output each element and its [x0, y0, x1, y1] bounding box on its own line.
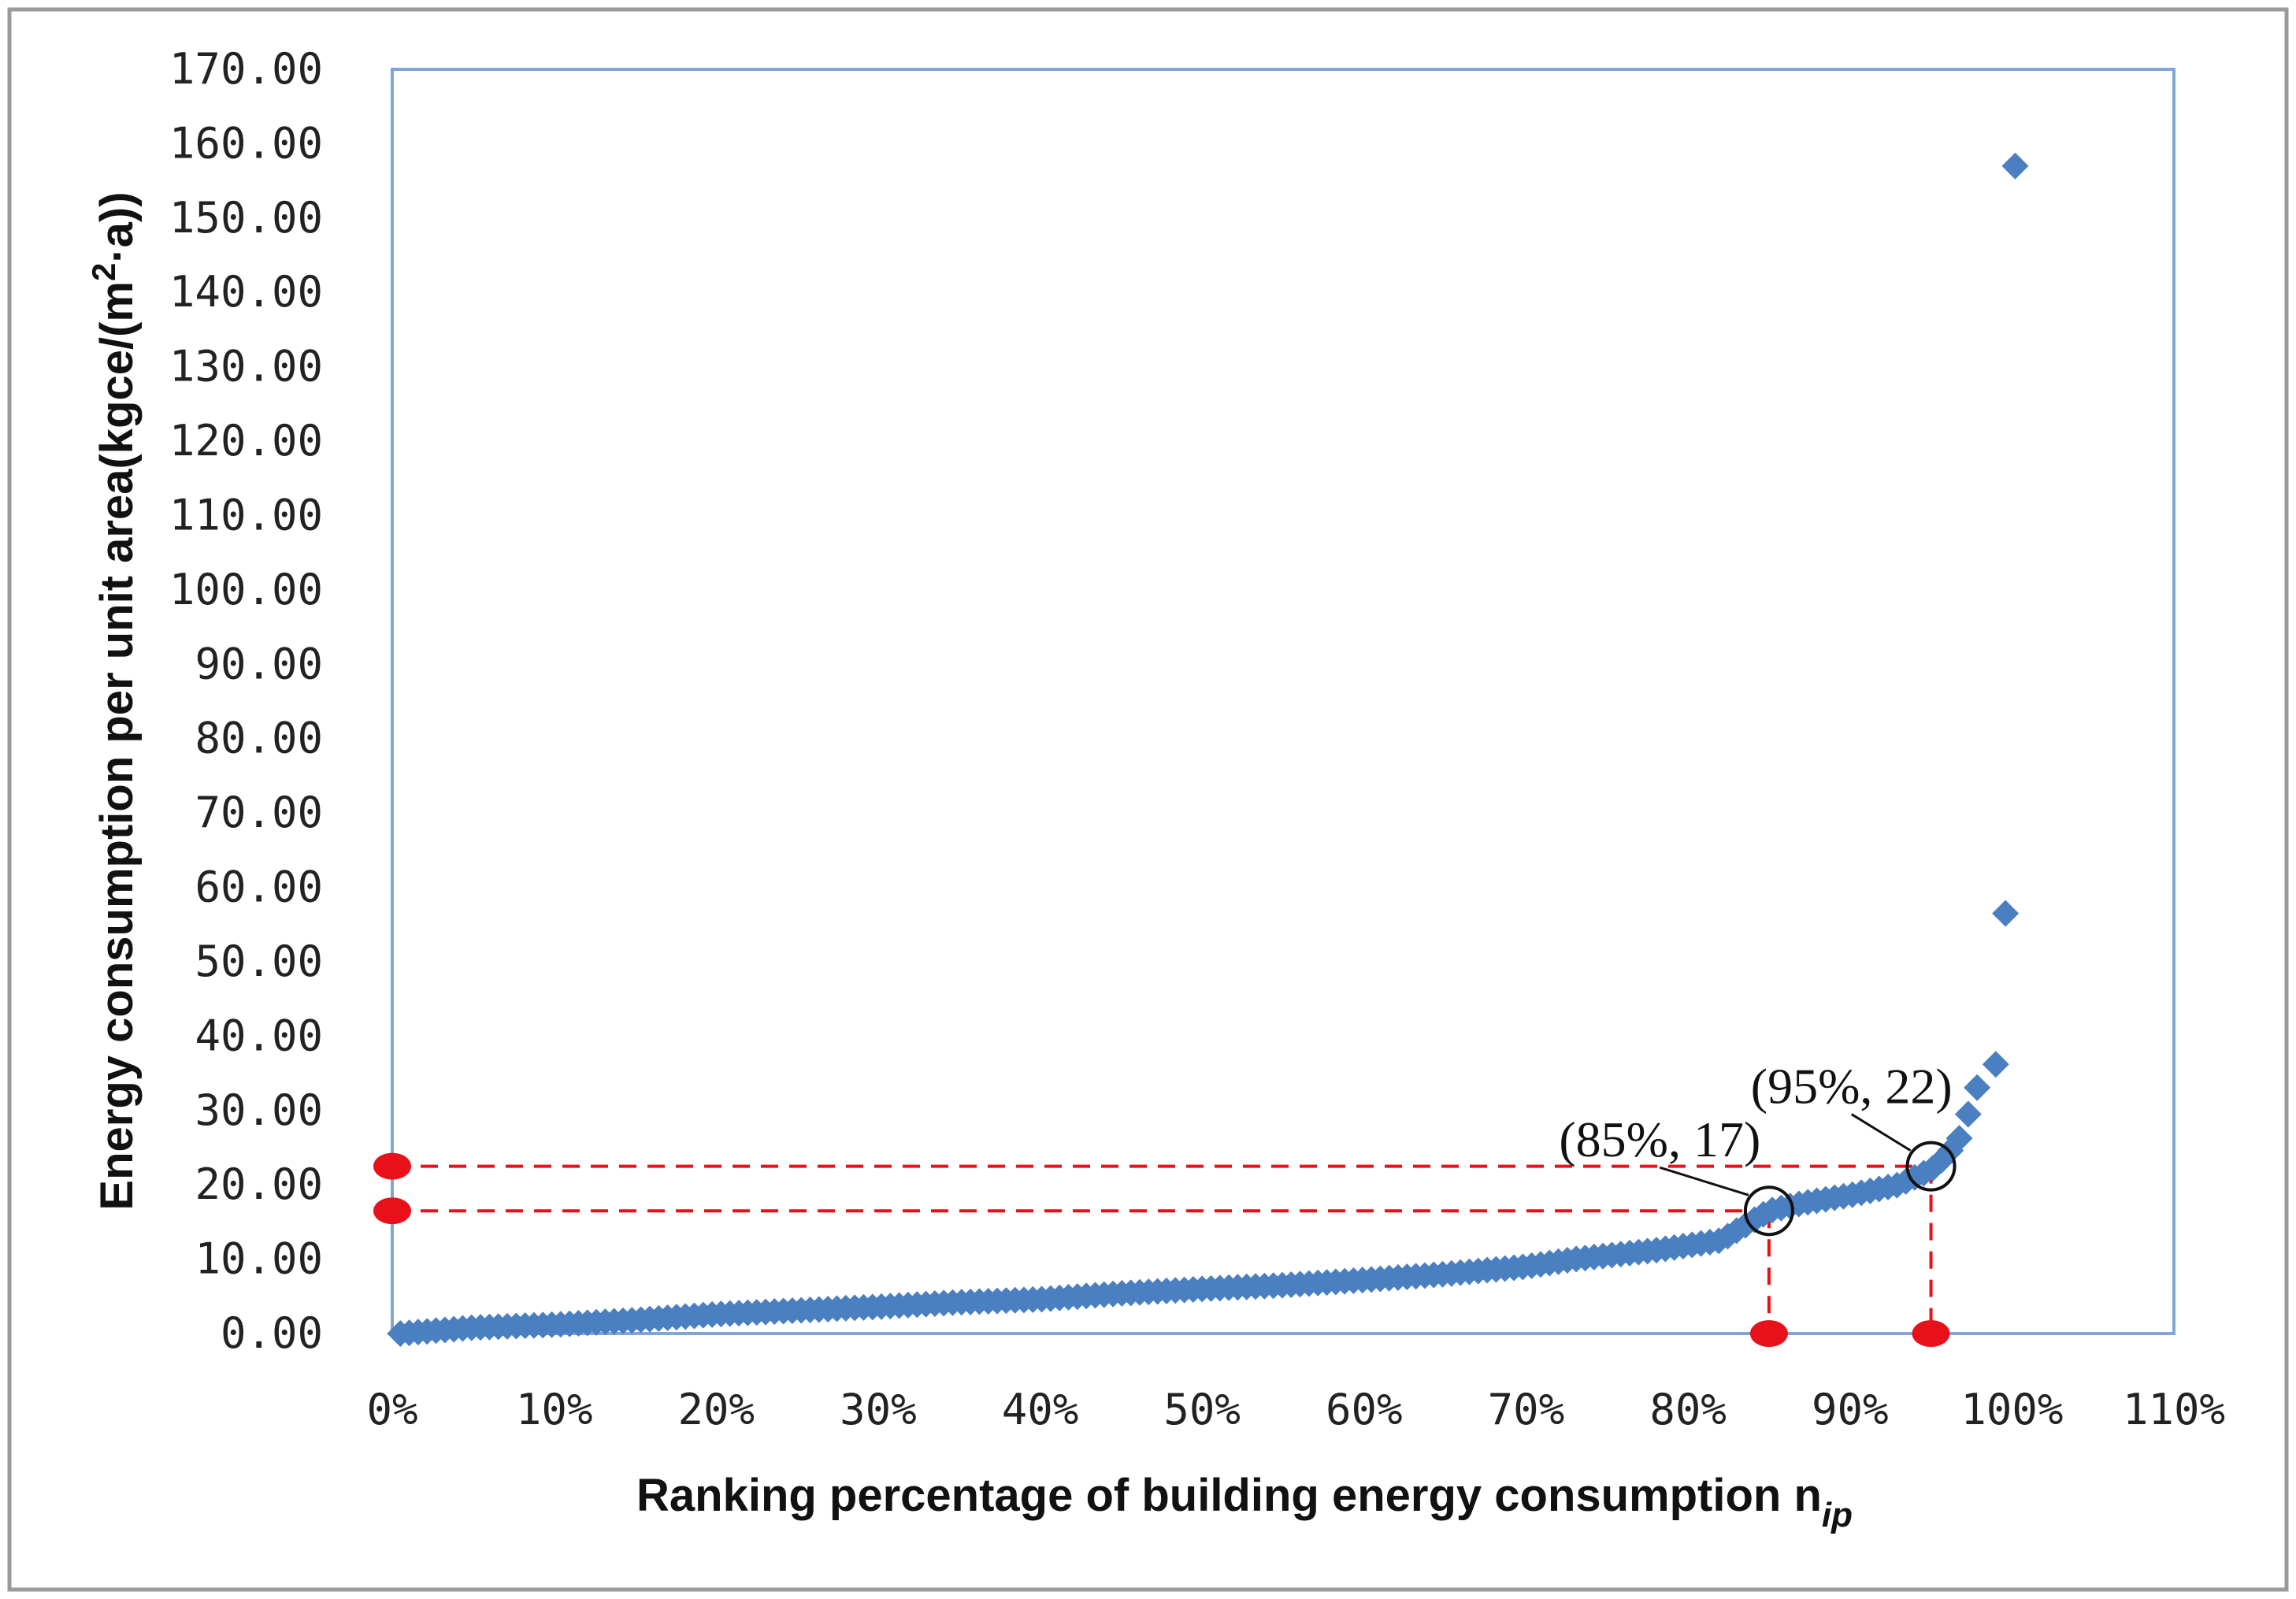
- x-axis-title: Ranking percentage of building energy co…: [636, 1470, 1853, 1534]
- y-tick-label: 120.00: [169, 416, 323, 466]
- x-tick-label: 100%: [1960, 1385, 2063, 1434]
- annotation-circle: [1905, 1141, 1957, 1192]
- y-tick-label: 50.00: [195, 937, 323, 986]
- x-tick-label: 30%: [840, 1385, 917, 1434]
- guide-lines: [373, 1152, 1950, 1347]
- y-axis-marker: [373, 1152, 411, 1180]
- data-point: [1964, 1074, 1991, 1101]
- y-tick-label: 110.00: [169, 490, 323, 540]
- y-tick-label: 30.00: [195, 1085, 323, 1135]
- x-axis-marker: [1912, 1320, 1950, 1347]
- data-point: [1954, 1100, 1982, 1128]
- y-tick-label: 40.00: [195, 1011, 323, 1060]
- x-tick-label: 50%: [1163, 1385, 1241, 1434]
- y-axis-marker: [373, 1197, 411, 1225]
- plot-area: [391, 68, 2175, 1335]
- x-tick-label: 10%: [516, 1385, 593, 1434]
- y-tick-label: 150.00: [169, 193, 323, 243]
- x-tick-label: 60%: [1326, 1385, 1403, 1434]
- y-axis-title: Energy consumption per unit area(kgce/(m…: [85, 191, 143, 1210]
- y-tick-label: 90.00: [195, 639, 323, 688]
- x-tick-label: 70%: [1488, 1385, 1565, 1434]
- y-tick-label: 140.00: [169, 267, 323, 317]
- annotation-label: (95%, 22): [1751, 1059, 1953, 1115]
- y-tick-label: 80.00: [195, 714, 323, 763]
- y-axis-title-superscript: 2: [85, 263, 122, 281]
- x-tick-label: 40%: [1002, 1385, 1079, 1434]
- x-tick-label: 0%: [366, 1385, 417, 1434]
- y-tick-label: 100.00: [169, 565, 323, 614]
- y-tick-label: 170.00: [169, 44, 323, 94]
- x-tick-label: 110%: [2123, 1385, 2225, 1434]
- y-tick-label: 10.00: [195, 1234, 323, 1284]
- x-axis-marker: [1749, 1320, 1788, 1347]
- data-point: [1945, 1125, 1973, 1152]
- annotation-leader: [1659, 1166, 1749, 1196]
- y-tick-label: 70.00: [195, 788, 323, 837]
- x-axis-title-subscript: ip: [1822, 1496, 1853, 1534]
- data-point: [2001, 152, 2029, 180]
- x-tick-label: 80%: [1649, 1385, 1727, 1434]
- y-tick-label: 60.00: [195, 863, 323, 912]
- x-axis-ticks: 0% 10% 20% 30% 40% 50% 60% 70% 80% 90% 100% 110%: [366, 1385, 2225, 1434]
- y-axis-title-tail: ·a)): [91, 191, 143, 262]
- annotation-leader: [1850, 1113, 1912, 1152]
- y-tick-label: 160.00: [169, 118, 323, 168]
- x-tick-label: 90%: [1812, 1385, 1889, 1434]
- data-point: [1982, 1051, 2009, 1078]
- annotation-circle: [1743, 1185, 1794, 1237]
- x-tick-label: 20%: [677, 1385, 755, 1434]
- data-point: [1992, 900, 2020, 927]
- y-tick-label: 0.00: [221, 1308, 323, 1358]
- data-points: [387, 152, 2029, 1347]
- y-tick-label: 130.00: [169, 342, 323, 391]
- y-tick-label: 20.00: [195, 1159, 323, 1209]
- y-axis-ticks: 0.00 10.00 20.00 30.00 40.00 50.00 60.00 70.00 8…: [169, 44, 323, 1358]
- annotations: (85%, 17)(95%, 22): [1559, 1059, 1957, 1237]
- annotation-label: (85%, 17): [1559, 1111, 1760, 1167]
